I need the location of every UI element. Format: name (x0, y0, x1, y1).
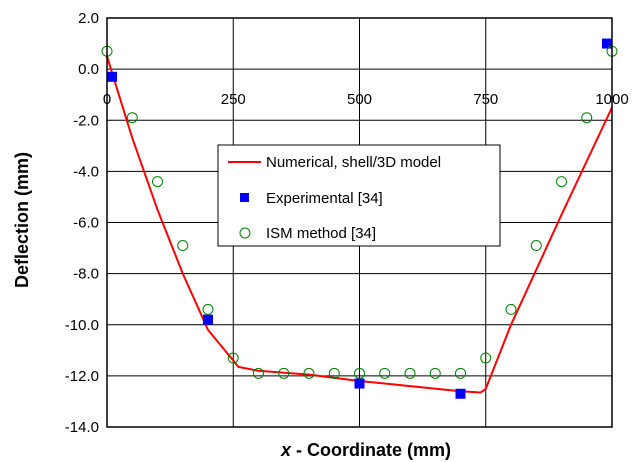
ism-point (278, 367, 290, 379)
y-tick-label: 2.0 (78, 10, 99, 27)
ism-point (505, 303, 517, 315)
series (101, 38, 618, 399)
legend-box (217, 144, 501, 247)
x-tick-label: 500 (347, 91, 372, 108)
y-tick-label: -6.0 (73, 215, 99, 232)
y-tick-label: -2.0 (73, 112, 99, 129)
y-tick-label: -10.0 (65, 317, 99, 334)
ism-point (303, 367, 315, 379)
experimental-point (601, 38, 612, 49)
experimental-point (455, 388, 466, 399)
y-axis-title: Deflection (mm) (12, 152, 32, 288)
legend-label-experimental: Experimental [34] (266, 190, 383, 207)
legend-label-numerical: Numerical, shell/3D model (266, 154, 441, 171)
ism-point (455, 367, 466, 379)
y-tick-label: 0.0 (78, 61, 99, 78)
ism-point (530, 240, 542, 252)
x-axis-title: x - Coordinate (mm) (280, 440, 451, 460)
experimental-point (203, 314, 213, 325)
x-tick-label: 750 (473, 91, 498, 108)
y-tick-label: -14.0 (65, 419, 99, 436)
numerical-series-line (106, 56, 613, 394)
x-axis-variable: x (280, 440, 292, 460)
legend-label-ism: ISM method [34] (266, 225, 376, 242)
tick-labels: 2.00.0-2.0-4.0-6.0-8.0-10.0-12.0-14.00 25… (65, 10, 629, 436)
ism-point (126, 112, 138, 124)
legend: Numerical, shell/3D model Experimental [… (217, 144, 501, 247)
x-tick-label: 250 (221, 91, 246, 108)
y-tick-label: -4.0 (73, 163, 99, 180)
ism-point (177, 240, 189, 252)
y-tick-label: -8.0 (73, 266, 99, 283)
ism-point (379, 367, 391, 379)
ism-point (556, 176, 567, 188)
ism-point (354, 367, 365, 379)
ism-point (429, 367, 441, 379)
ism-point (152, 176, 163, 188)
ism-point (227, 352, 239, 364)
experimental-point (354, 378, 365, 389)
ism-point (404, 367, 416, 379)
legend-circle-swatch (239, 227, 251, 239)
legend-square-swatch (240, 193, 249, 202)
ism-point (581, 112, 593, 124)
ism-point (253, 367, 264, 379)
x-axis-title-rest: - Coordinate (mm) (291, 440, 451, 460)
y-tick-label: -12.0 (65, 368, 99, 385)
ism-point (328, 367, 340, 379)
ism-point (480, 352, 492, 364)
experimental-point (107, 71, 118, 82)
ism-point (202, 303, 214, 315)
plot-frame (106, 17, 613, 428)
